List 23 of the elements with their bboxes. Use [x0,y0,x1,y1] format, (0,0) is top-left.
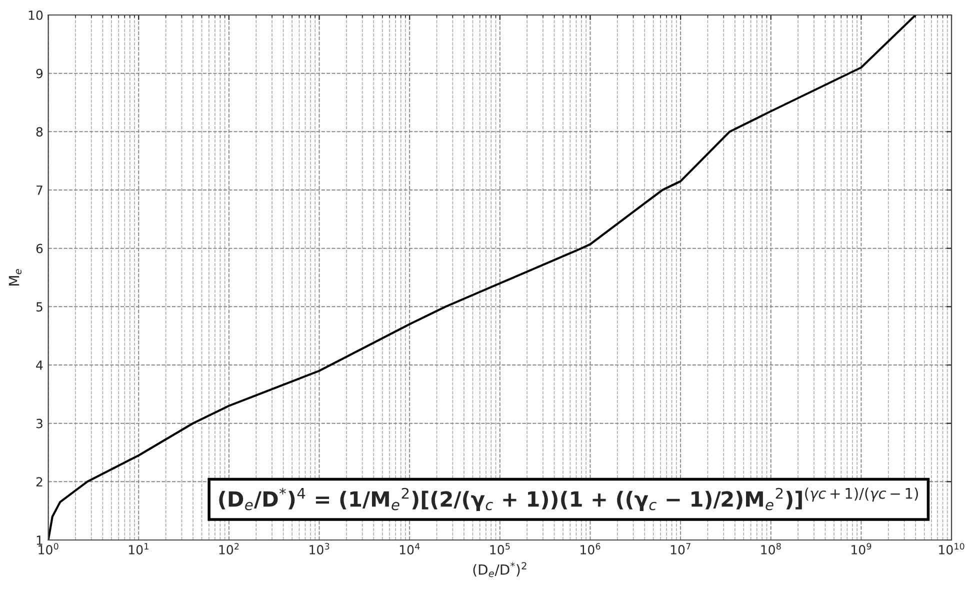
x-tick-label: 10$^{7}$ [670,543,690,554]
y-tick-label: 2 [36,477,42,486]
y-tick-label: 10 [28,10,43,20]
x-tick-label: 10$^{3}$ [310,542,330,554]
y-axis-title: M$_{e}$ [8,269,22,286]
x-tick-label: 10$^{5}$ [490,543,510,554]
y-tick-label: 5 [36,302,42,312]
y-tick-label: 1 [36,536,42,545]
y-tick-label: 3 [36,418,42,428]
x-tick-label: 10$^{8}$ [761,542,781,554]
x-tick-label: 10$^{6}$ [580,542,600,554]
y-tick-label: 7 [36,186,42,195]
x-tick-label: 10$^{1}$ [128,543,148,554]
y-tick-label: 8 [36,127,43,137]
x-tick-label: 10$^{10}$ [939,542,964,554]
text: (D$_{e}$/D$^{*}$)$^{4}$ = (1/M$_{e}$$^{2}$)[(2/(γ$_{c}$ + 1))(1 + ((γ$_{c}$ − 1)/2)M$_{e}$$^{2}$)]$^{(γc+1)/(γc−1)}$ [219,488,918,511]
x-tick-label: 10$^{2}$ [219,542,239,554]
x-axis-title: (D$_{e}$/D$^{*}$)$^{2}$ [473,562,526,578]
x-tick-label: 10$^{4}$ [400,543,420,554]
x-tick-label: 10$^{9}$ [852,542,872,554]
y-tick-label: 6 [36,244,43,254]
y-tick-label: 9 [36,68,43,78]
y-tick-label: 4 [36,360,43,370]
